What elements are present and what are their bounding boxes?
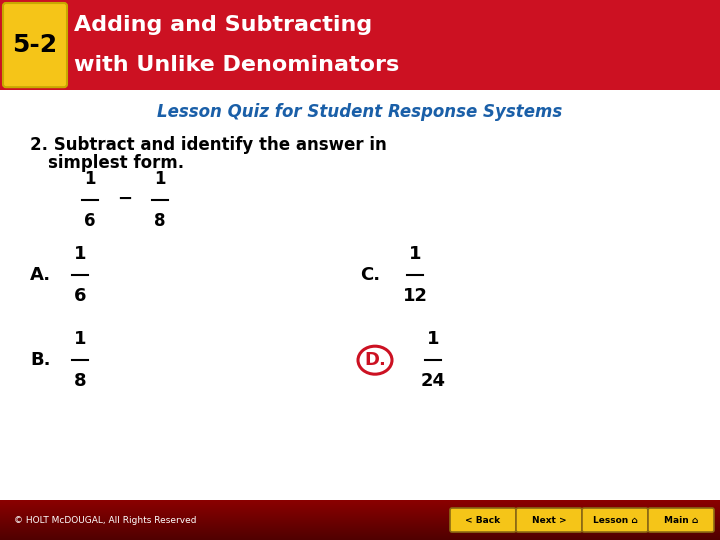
Bar bbox=[0, 534, 720, 535]
Bar bbox=[0, 519, 720, 520]
Text: 5-2: 5-2 bbox=[12, 33, 58, 57]
Text: 24: 24 bbox=[420, 372, 446, 390]
Bar bbox=[0, 503, 720, 504]
Bar bbox=[0, 513, 720, 514]
Bar bbox=[0, 521, 720, 522]
Bar bbox=[0, 507, 720, 508]
Text: −: − bbox=[117, 190, 132, 208]
Bar bbox=[0, 528, 720, 529]
Bar bbox=[0, 532, 720, 533]
Bar bbox=[0, 520, 720, 521]
Text: 6: 6 bbox=[84, 212, 96, 230]
Bar bbox=[0, 522, 720, 523]
Bar bbox=[0, 524, 720, 525]
Text: 1: 1 bbox=[409, 245, 421, 263]
Text: 1: 1 bbox=[84, 170, 96, 188]
Text: C.: C. bbox=[360, 266, 380, 284]
Bar bbox=[0, 539, 720, 540]
Text: Lesson ⌂: Lesson ⌂ bbox=[593, 516, 637, 524]
Bar bbox=[0, 506, 720, 507]
Bar bbox=[0, 527, 720, 528]
Text: 8: 8 bbox=[154, 212, 166, 230]
Bar bbox=[0, 523, 720, 524]
Bar bbox=[0, 504, 720, 505]
Bar bbox=[0, 512, 720, 513]
Text: 6: 6 bbox=[73, 287, 86, 305]
Text: 2. Subtract and identify the answer in: 2. Subtract and identify the answer in bbox=[30, 136, 387, 154]
Bar bbox=[0, 537, 720, 538]
Bar bbox=[0, 525, 720, 526]
Bar bbox=[0, 508, 720, 509]
Text: simplest form.: simplest form. bbox=[48, 154, 184, 172]
Bar bbox=[0, 517, 720, 518]
Bar bbox=[0, 515, 720, 516]
Text: 1: 1 bbox=[427, 330, 439, 348]
Text: with Unlike Denominators: with Unlike Denominators bbox=[74, 55, 400, 75]
Text: 1: 1 bbox=[154, 170, 166, 188]
Bar bbox=[0, 530, 720, 531]
Bar bbox=[0, 529, 720, 530]
Text: A.: A. bbox=[30, 266, 51, 284]
Bar bbox=[0, 536, 720, 537]
Text: 1: 1 bbox=[73, 330, 86, 348]
Text: Next >: Next > bbox=[531, 516, 567, 524]
Text: 8: 8 bbox=[73, 372, 86, 390]
Bar bbox=[0, 514, 720, 515]
Text: B.: B. bbox=[30, 351, 50, 369]
Bar bbox=[0, 501, 720, 502]
Bar bbox=[0, 510, 720, 511]
Bar bbox=[0, 509, 720, 510]
Bar bbox=[0, 533, 720, 534]
Text: D.: D. bbox=[364, 351, 386, 369]
Text: 1: 1 bbox=[73, 245, 86, 263]
Bar bbox=[0, 500, 720, 501]
Text: < Back: < Back bbox=[465, 516, 500, 524]
Bar bbox=[0, 511, 720, 512]
Bar bbox=[0, 0, 720, 90]
Text: Main ⌂: Main ⌂ bbox=[664, 516, 698, 524]
Bar bbox=[0, 502, 720, 503]
Bar bbox=[0, 518, 720, 519]
Bar bbox=[0, 516, 720, 517]
FancyBboxPatch shape bbox=[648, 508, 714, 532]
Bar bbox=[0, 526, 720, 527]
FancyBboxPatch shape bbox=[516, 508, 582, 532]
FancyBboxPatch shape bbox=[582, 508, 648, 532]
Text: Adding and Subtracting: Adding and Subtracting bbox=[74, 15, 372, 35]
FancyBboxPatch shape bbox=[450, 508, 516, 532]
Bar bbox=[0, 535, 720, 536]
FancyBboxPatch shape bbox=[3, 3, 67, 87]
Bar bbox=[0, 505, 720, 506]
Bar bbox=[0, 531, 720, 532]
Text: Lesson Quiz for Student Response Systems: Lesson Quiz for Student Response Systems bbox=[158, 103, 562, 121]
Bar bbox=[0, 538, 720, 539]
Text: 12: 12 bbox=[402, 287, 428, 305]
Text: © HOLT McDOUGAL, All Rights Reserved: © HOLT McDOUGAL, All Rights Reserved bbox=[14, 516, 197, 524]
